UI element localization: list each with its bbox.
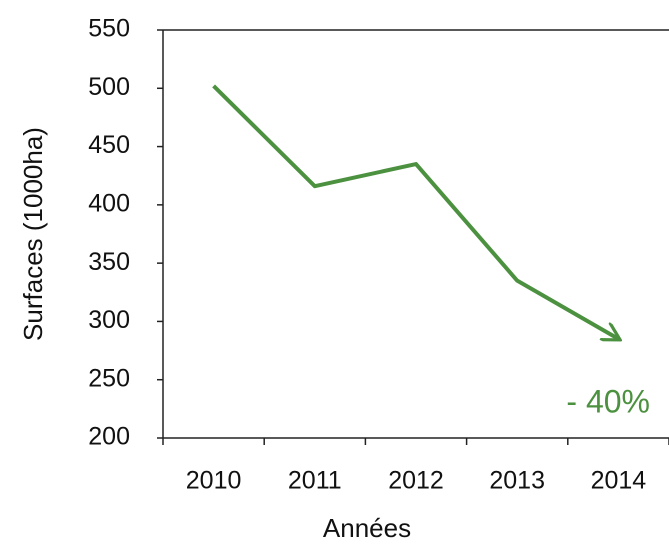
x-tick-label: 2010 [186, 467, 242, 495]
y-tick-label: 350 [88, 248, 130, 276]
y-tick-label: 300 [88, 306, 130, 334]
annotation: - 40% [566, 383, 650, 419]
y-tick-label: 450 [88, 131, 130, 159]
x-tick-label: 2012 [388, 467, 444, 495]
y-tick-label: 500 [88, 73, 130, 101]
y-axis-label: Surfaces (1000ha) [18, 127, 48, 341]
x-tick-label: 2013 [489, 467, 545, 495]
y-tick-label: 200 [88, 423, 130, 451]
x-tick-label: 2014 [591, 467, 647, 495]
x-tick-label: 2011 [288, 467, 342, 495]
x-axis-label: Années [323, 513, 411, 543]
y-tick-label: 250 [88, 364, 130, 392]
y-tick-label: 550 [88, 15, 130, 43]
y-tick-label: 400 [88, 189, 130, 217]
data-line [212, 84, 619, 339]
